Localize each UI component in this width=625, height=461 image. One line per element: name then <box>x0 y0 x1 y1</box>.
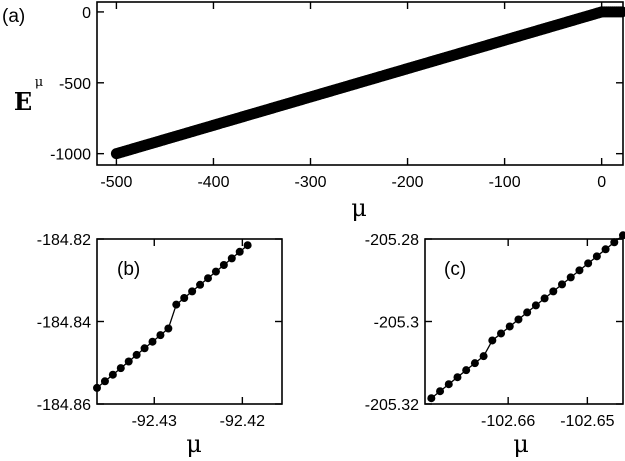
panel-a-xtick-label-4: -100 <box>489 174 521 191</box>
panel-b-point-13 <box>196 280 205 289</box>
panel-b-point-18 <box>235 247 244 256</box>
panel-a-xtick-label-2: -300 <box>294 174 326 191</box>
panel-c-point-11 <box>523 308 532 317</box>
panel-b-point-16 <box>219 260 228 269</box>
panel-c-point-20 <box>601 245 610 254</box>
panel-c-point-21 <box>610 238 619 247</box>
panel-c-point-0 <box>427 394 436 403</box>
panel-c-point-22 <box>619 231 625 240</box>
panel-b-point-10 <box>172 300 181 309</box>
panel-c-xticks: -102.66 -102.65 <box>481 239 615 430</box>
panel-b-marks <box>93 241 252 392</box>
panel-c-ytick-label-1: -205.3 <box>374 315 419 332</box>
panel-b-point-11 <box>180 293 189 302</box>
panel-c: (c) -102.66 -102.65 -205.28-205.3-205.32 … <box>365 231 625 458</box>
panel-c-point-17 <box>575 266 584 275</box>
panel-c-yticks: -205.28 -205.3 -205.32 <box>365 232 623 414</box>
panel-c-xtick-label-0: -102.66 <box>481 413 535 430</box>
panel-c-point-3 <box>453 373 462 382</box>
panel-c-point-19 <box>592 252 601 261</box>
panel-a-ytick-label-1: -500 <box>59 76 91 93</box>
panel-b-point-4 <box>124 357 133 366</box>
panel-b-ytick-label-2: -184.86 <box>37 397 91 414</box>
panel-a-ytick-label-2: -1000 <box>50 147 91 164</box>
panel-a-ylabel-superscript: μ <box>35 75 43 90</box>
panel-c-ytick-label-0: -205.28 <box>365 232 419 249</box>
panel-b-xlabel: μ <box>186 430 202 458</box>
panel-c-point-4 <box>462 366 471 375</box>
panel-c-point-8 <box>497 329 506 338</box>
panel-a-xlabel: μ <box>351 194 367 222</box>
panel-c-point-10 <box>514 315 523 324</box>
panel-a-ytick-label-0: 0 <box>82 5 91 22</box>
panel-c-point-5 <box>470 359 479 368</box>
panel-b-xticks: -92.43 -92.42 <box>132 239 265 430</box>
panel-b-point-1 <box>100 377 109 386</box>
panel-b-ytick-label-0: -184.82 <box>37 232 91 249</box>
panel-c-point-7 <box>488 336 497 345</box>
panel-b: (b) -92.43 -92.42 -184.82 -184.84 -184.86 μ <box>37 232 283 458</box>
panel-c-marks <box>427 231 625 403</box>
panel-a-marks <box>110 6 625 160</box>
panel-b-xtick-label-1: -92.42 <box>220 413 265 430</box>
panel-c-xtick-label-1: -102.65 <box>560 413 614 430</box>
panel-c-point-16 <box>566 273 575 282</box>
panel-c-ytick-label-2: -205.32 <box>365 397 419 414</box>
panel-a-xtick-label-0: -500 <box>100 174 132 191</box>
panel-c-point-6 <box>479 352 488 361</box>
panel-a-yticks: 0 -500 -1000 <box>50 5 623 164</box>
panel-b-point-2 <box>108 370 117 379</box>
panel-b-ytick-label-1: -184.84 <box>37 315 91 332</box>
panel-a-frame <box>96 1 624 166</box>
panel-c-point-18 <box>584 259 593 268</box>
panel-c-xlabel: μ <box>513 430 529 458</box>
panel-b-point-19 <box>243 241 252 250</box>
panel-c-point-15 <box>558 280 567 289</box>
panel-b-point-17 <box>227 254 236 263</box>
panel-c-point-9 <box>505 322 514 331</box>
panel-b-point-0 <box>93 383 101 392</box>
panel-c-point-14 <box>549 287 558 296</box>
panel-a-label: (a) <box>2 6 25 27</box>
panel-b-point-14 <box>204 274 212 283</box>
panel-a-xticks: -500 -400 -300 -200 -100 0 <box>100 2 606 191</box>
panel-a-xtick-label-3: -200 <box>392 174 424 191</box>
panel-c-point-2 <box>444 380 453 389</box>
panel-b-point-9 <box>164 324 173 333</box>
panel-a: (a) -500 -400 -300 -200 -100 0 0-500-1000 μ E… <box>2 1 625 222</box>
panel-b-point-5 <box>132 350 141 359</box>
panel-c-point-13 <box>540 294 549 303</box>
panel-b-point-7 <box>148 337 157 346</box>
panel-b-point-15 <box>211 267 220 276</box>
panel-b-yticks: -184.82 -184.84 -184.86 <box>37 232 282 414</box>
panel-a-xtick-label-1: -400 <box>197 174 229 191</box>
panel-b-xtick-label-0: -92.43 <box>132 413 177 430</box>
panel-b-label: (b) <box>117 259 140 280</box>
panel-c-point-12 <box>531 301 540 310</box>
panel-a-ylabel: E <box>14 87 32 116</box>
panel-c-point-1 <box>436 387 445 396</box>
panel-b-point-3 <box>116 364 125 373</box>
panel-b-point-6 <box>140 344 149 353</box>
panel-a-xtick-label-5: 0 <box>597 174 606 191</box>
panel-c-label: (c) <box>444 259 466 280</box>
panel-b-point-12 <box>188 287 197 296</box>
panel-b-point-8 <box>156 331 165 340</box>
